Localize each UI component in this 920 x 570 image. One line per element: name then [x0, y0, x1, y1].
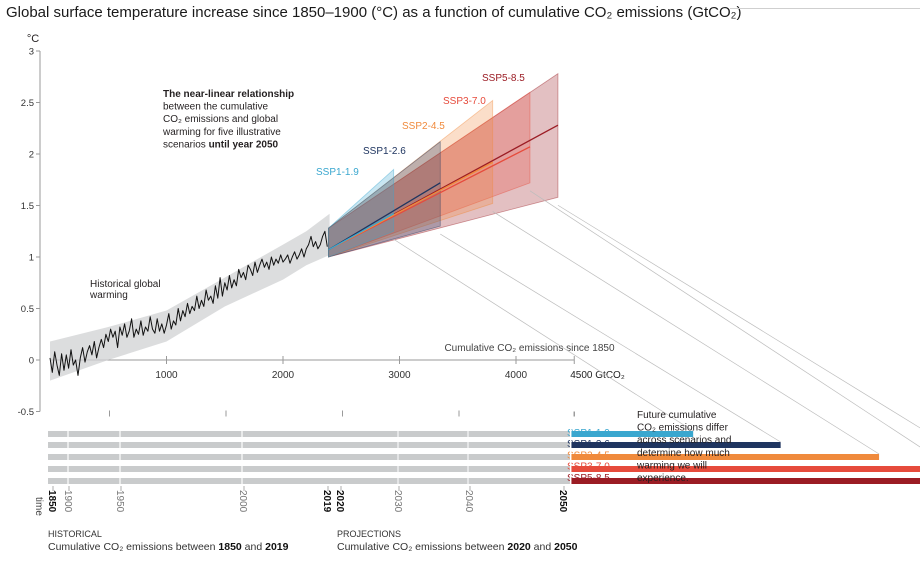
y-tick-label: 3 [29, 47, 34, 58]
side-note-line: across scenarios and [637, 435, 732, 446]
scenario-line-ssp1-19 [328, 213, 394, 251]
x-tick-label-max: 4500 GtCO₂ [570, 370, 625, 381]
historical-bar-ssp1-26 [48, 442, 571, 448]
historical-bar-ssp2-45 [48, 454, 571, 460]
scenario-label-ssp2-45: SSP2-4.5 [402, 121, 445, 132]
scenario-label-ssp1-26: SSP1-2.6 [363, 146, 406, 157]
time-tick-label: 1900 [62, 490, 73, 513]
bar-connector-line [557, 204, 920, 429]
scenario-band-ssp3-70 [328, 91, 531, 258]
scenario-line-ssp1-26 [328, 182, 441, 251]
header-divider [730, 8, 920, 9]
side-note-line: determine how much [637, 448, 730, 459]
projection-bar-ssp2-45 [570, 454, 880, 460]
historical-bar-ssp5-85 [48, 478, 571, 484]
bar-scenario-label-ssp5-85: SSP5-8.5 [567, 473, 610, 484]
y-tick-label: 0 [29, 356, 34, 367]
y-tick-label: 2 [29, 150, 34, 161]
time-tick-label: 2030 [392, 490, 403, 513]
projection-bar-ssp3-70 [570, 466, 920, 472]
y-tick-label: 0.5 [21, 304, 34, 315]
scenario-line-ssp3-70 [328, 146, 531, 251]
chart-title: Global surface temperature increase sinc… [6, 4, 742, 21]
y-tick-label: 1.5 [21, 201, 34, 212]
annotation-near-linear-line: CO₂ emissions and global [163, 114, 278, 125]
side-note-line: warming we will [636, 460, 707, 471]
bar-scenario-label-ssp2-45: SSP2-4.5 [567, 450, 610, 461]
historical-period-label: HISTORICAL [48, 529, 102, 539]
side-note-line: CO₂ emissions differ [637, 423, 729, 434]
projection-period-label: PROJECTIONS [337, 529, 401, 539]
annotation-near-linear-line: warming for five illustrative [162, 127, 281, 138]
x-tick-label: 1000 [155, 370, 178, 381]
annotation-near-linear-line: The near-linear relationship [163, 89, 294, 100]
scenario-label-ssp5-85: SSP5-8.5 [482, 73, 525, 84]
time-tick-label: 1850 [46, 490, 57, 513]
y-tick-label: 2.5 [21, 98, 34, 109]
projection-period-caption: Cumulative CO₂ emissions between 2020 an… [337, 541, 578, 553]
annotation-historical: Historical global [90, 279, 161, 290]
bar-connector-line [440, 233, 781, 443]
bar-scenario-label-ssp1-26: SSP1-2.6 [567, 439, 610, 450]
x-tick-label: 2000 [272, 370, 295, 381]
scenario-band-ssp1-26 [328, 140, 441, 258]
scenario-label-ssp1-19: SSP1-1.9 [316, 167, 359, 178]
time-tick-label: 1950 [114, 490, 125, 513]
projection-bar-ssp5-85 [570, 478, 920, 484]
bar-connector-line [529, 190, 920, 448]
bar-connector-line [393, 238, 694, 432]
time-tick-label: 2020 [334, 490, 345, 513]
scenario-band-ssp1-19 [328, 168, 395, 258]
bar-scenario-label-ssp3-70: SSP3-7.0 [567, 462, 610, 473]
bar-connector-line [492, 211, 880, 455]
annotation-near-linear-line: between the cumulative [163, 102, 269, 113]
historical-period-caption: Cumulative CO₂ emissions between 1850 an… [48, 541, 289, 553]
historical-bar-ssp3-70 [48, 466, 571, 472]
time-tick-label: 2000 [237, 490, 248, 513]
side-note-line: Future cumulative [637, 410, 717, 421]
historical-uncertainty-band [50, 213, 330, 381]
projection-bar-ssp1-26 [570, 442, 781, 448]
annotation-historical: warming [89, 290, 128, 301]
time-tick-label: 2040 [463, 490, 474, 513]
historical-bar-ssp1-19 [48, 431, 571, 437]
x-axis-label: Cumulative CO₂ emissions since 1850 [444, 343, 615, 354]
y-axis-unit-label: °C [27, 33, 39, 45]
x-tick-label: 4000 [505, 370, 528, 381]
y-tick-label: -0.5 [18, 407, 34, 418]
scenario-band-ssp5-85 [328, 72, 559, 258]
time-tick-label: 2019 [321, 490, 332, 513]
scenario-band-ssp2-45 [328, 99, 494, 258]
projection-bar-ssp1-19 [570, 431, 694, 437]
annotation-near-linear-line: scenarios until year 2050 [163, 139, 278, 150]
bar-scenario-label-ssp1-19: SSP1-1.9 [567, 428, 610, 439]
historical-warming-line [49, 230, 328, 376]
y-tick-label: 1 [29, 253, 34, 264]
time-tick-label: 2050 [557, 490, 568, 513]
side-note-line: experience. [637, 473, 689, 484]
x-tick-label: 3000 [388, 370, 411, 381]
scenario-label-ssp3-70: SSP3-7.0 [443, 96, 486, 107]
time-axis-label: time [33, 497, 44, 516]
